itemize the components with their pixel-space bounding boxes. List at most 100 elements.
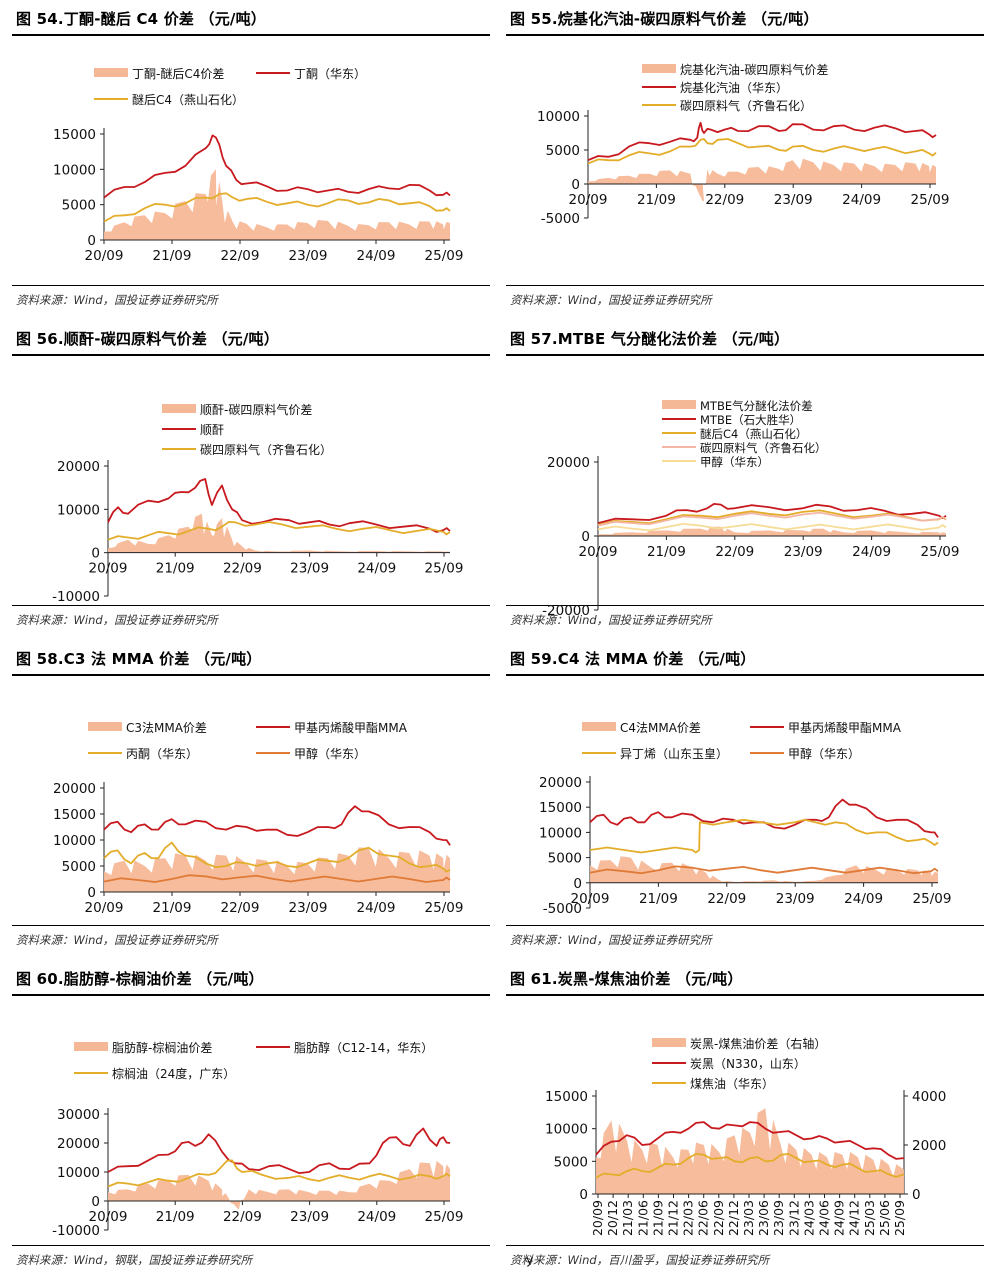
- series-line-1: [107, 1127, 451, 1174]
- y-tick-label: 10000: [57, 502, 100, 518]
- y-tick-label: -10000: [52, 1223, 100, 1239]
- y-tick-label: 20000: [57, 1136, 100, 1152]
- legend-swatch: [662, 400, 696, 409]
- y2-tick-label: 4000: [912, 1089, 946, 1105]
- x-tick-label: 21/09: [153, 900, 192, 916]
- chart-panel-p57: 图 57.MTBE 气分醚化法价差 （元/吨） 资料来源：Wind，国投证券证券研…: [506, 328, 984, 638]
- legend-swatch: [88, 722, 122, 731]
- x-tick-label: 20/09: [89, 1209, 128, 1225]
- series-line-2: [587, 138, 937, 165]
- x-tick-label: 21/09: [156, 561, 195, 577]
- x-tick-label: 23/09: [776, 891, 815, 907]
- source-rule: [506, 1245, 984, 1246]
- y-tick-label: 15000: [53, 127, 96, 143]
- series-area-0: [104, 847, 450, 892]
- source-note: 资料来源：Wind，国投证券证券研究所: [510, 613, 712, 627]
- y-tick-label: 10000: [53, 833, 96, 849]
- x-tick-label: 22/09: [223, 1209, 262, 1225]
- legend-swatch: [642, 64, 676, 73]
- x-tick-label: 23/09: [290, 561, 329, 577]
- x-tick-label: 25/09: [425, 561, 464, 577]
- x-tick-label: 23/09: [771, 1200, 786, 1236]
- chart-panel-p59: 图 59.C4 法 MMA 价差 （元/吨） 资料来源：Wind，国投证券证券研究…: [506, 648, 984, 958]
- x-tick-label: 24/09: [357, 561, 396, 577]
- legend-label: 脂肪醇（C12-14，华东）: [294, 1040, 433, 1055]
- series-line-2: [103, 841, 451, 873]
- x-tick-label: 24/09: [357, 900, 396, 916]
- x-tick-label: 20/09: [85, 900, 124, 916]
- x-tick-label: 20/09: [85, 248, 124, 264]
- series-line-1: [595, 1121, 905, 1160]
- legend-label: 醚后C4（燕山石化）: [700, 427, 807, 441]
- legend-swatch: [652, 1038, 686, 1047]
- series-line-2: [589, 818, 939, 854]
- x-tick-label: 21/03: [620, 1200, 635, 1236]
- y-tick-label: 15000: [539, 800, 582, 816]
- source-rule: [12, 1245, 490, 1246]
- y-tick-label: 5000: [62, 859, 96, 875]
- y-tick-label: 20000: [547, 455, 590, 471]
- series-line-2: [107, 521, 451, 541]
- x-tick-label: 24/09: [357, 1209, 396, 1225]
- legend-label: 醚后C4（燕山石化）: [132, 93, 244, 107]
- source-note: 资料来源：Wind，国投证券证券研究所: [510, 293, 712, 307]
- series-area-0: [596, 1108, 904, 1194]
- chart-svg: 20000 0 -20000 20/09 21/09 22/09 23/09 24/09 25/…: [542, 399, 960, 619]
- series-line-2: [595, 1153, 905, 1179]
- series-line-1: [597, 503, 947, 524]
- y-tick-label: 0: [91, 1194, 100, 1210]
- x-tick-label: 22/09: [711, 1200, 726, 1236]
- title-rule: [506, 994, 984, 996]
- source-rule: [12, 605, 490, 606]
- y-tick-label: 10000: [57, 1165, 100, 1181]
- chart-panel-p58: 图 58.C3 法 MMA 价差 （元/吨） 资料来源：Wind，国投证券证券研究…: [12, 648, 490, 958]
- x-tick-label: 21/09: [637, 192, 676, 208]
- chart-panel-p54: 图 54.丁酮-醚后 C4 价差 （元/吨） 资料来源：Wind，国投证券证券研究…: [12, 8, 490, 318]
- x-tick-label: 23/06: [756, 1200, 771, 1236]
- chart-title: 图 56.顺酐-碳四原料气价差 （元/吨）: [16, 330, 279, 348]
- x-tick-label: 23/09: [784, 544, 823, 560]
- source-rule: [506, 605, 984, 606]
- x-tick-label: 22/03: [681, 1200, 696, 1236]
- series-line-1: [103, 134, 451, 199]
- source-note: 资料来源：Wind，钢联，国投证券证券研究所: [16, 1253, 253, 1267]
- y-tick-label: 10000: [539, 825, 582, 841]
- x-tick-label: 22/09: [707, 891, 746, 907]
- y-tick-label: 0: [87, 885, 96, 901]
- chart-panel-p60: 图 60.脂肪醇-棕榈油价差 （元/吨） 资料来源：Wind，钢联，国投证券证券研…: [12, 968, 490, 1278]
- x-tick-label: 22/09: [715, 544, 754, 560]
- y-tick-label: -20000: [542, 603, 590, 619]
- y-tick-label: 20000: [57, 459, 100, 475]
- legend-label: 顺酐: [200, 423, 224, 437]
- x-tick-label: 24/03: [801, 1200, 816, 1236]
- x-tick-label: 22/09: [221, 248, 260, 264]
- y-tick-label: 5000: [62, 198, 96, 214]
- y-tick-label: 0: [581, 529, 590, 545]
- y2-tick-label: 2000: [912, 1138, 946, 1154]
- series-line-1: [587, 121, 937, 162]
- y-tick-label: 5000: [554, 1154, 588, 1170]
- y-tick-label: 5000: [546, 143, 580, 159]
- series-area-0: [590, 856, 938, 883]
- chart-svg: 15000 10000 5000 020/09 21/09 22/09 23/09 24/09…: [53, 67, 464, 264]
- x-tick-label: 25/09: [913, 891, 952, 907]
- chart-title: 图 54.丁酮-醚后 C4 价差 （元/吨）: [16, 10, 267, 28]
- x-tick-label: 21/09: [639, 891, 678, 907]
- source-note: 资料来源：Wind，百川盈孚，国投证券证券研究所: [510, 1253, 770, 1267]
- x-tick-label: 21/09: [156, 1209, 195, 1225]
- y-tick-label: 30000: [57, 1107, 100, 1123]
- x-tick-label: 24/09: [842, 192, 881, 208]
- title-rule: [12, 994, 490, 996]
- chart-panel-p56: 图 56.顺酐-碳四原料气价差 （元/吨） 资料来源：Wind，国投证券证券研究所…: [12, 328, 490, 638]
- x-tick-label: 21/12: [666, 1200, 681, 1236]
- x-tick-label: 25/09: [921, 544, 960, 560]
- source-note: 资料来源：Wind，国投证券证券研究所: [16, 293, 218, 307]
- series-line-4: [597, 523, 947, 532]
- x-tick-label: 20/09: [579, 544, 618, 560]
- title-rule: [506, 674, 984, 676]
- x-tick-label: 25/09: [425, 248, 464, 264]
- chart-title: 图 58.C3 法 MMA 价差 （元/吨）: [16, 650, 262, 668]
- legend-label: C4法MMA价差: [620, 721, 701, 735]
- x-tick-label: 25/06: [877, 1200, 892, 1236]
